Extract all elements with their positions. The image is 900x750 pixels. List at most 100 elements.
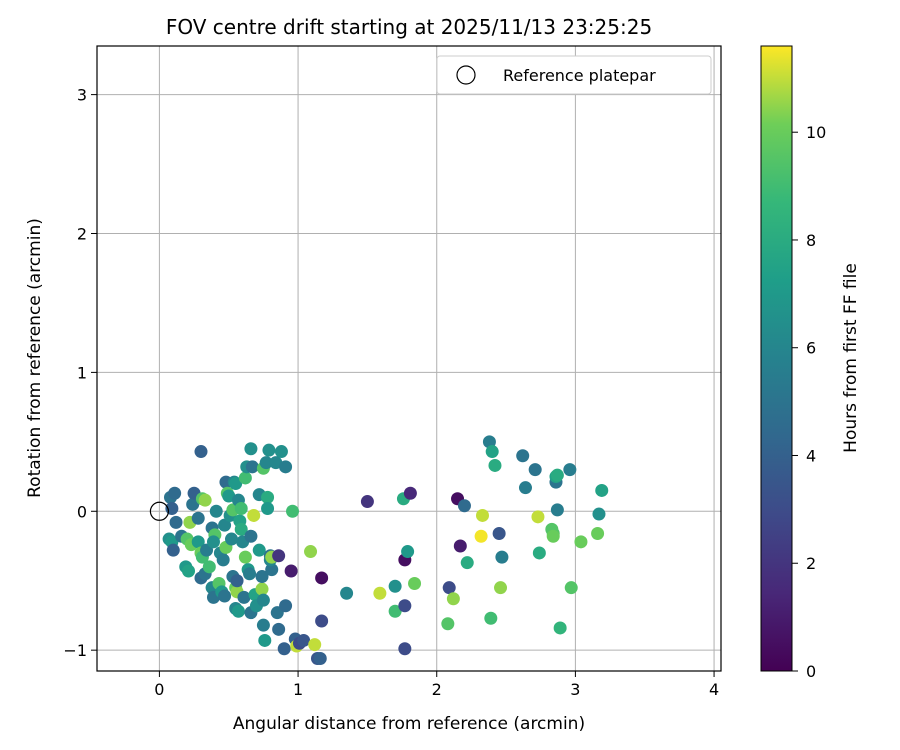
data-point: [234, 502, 248, 515]
data-point: [388, 604, 402, 618]
data-point: [182, 564, 196, 578]
data-point: [265, 563, 279, 577]
data-point: [238, 471, 252, 485]
data-point: [574, 535, 588, 549]
data-point: [168, 486, 182, 500]
data-point: [194, 445, 208, 459]
data-point: [528, 463, 542, 477]
reference-platepar-marker: [149, 501, 169, 521]
data-point: [518, 481, 532, 495]
data-point: [237, 590, 251, 604]
data-point: [304, 545, 318, 559]
scatter-points: [149, 435, 609, 665]
data-point: [259, 456, 273, 470]
data-point: [262, 443, 276, 457]
data-point: [230, 574, 244, 588]
axis-ticks: 0 1 2 3 4 −1 0 1 2 3: [63, 86, 719, 699]
data-point: [218, 589, 232, 603]
y-tick-label: 3: [77, 86, 87, 105]
data-point: [225, 532, 239, 546]
data-point: [186, 497, 200, 511]
data-point: [408, 577, 422, 590]
chart-title: FOV centre drift starting at 2025/11/13 …: [166, 15, 652, 39]
data-point: [191, 535, 205, 549]
x-axis-label: Angular distance from reference (arcmin): [233, 714, 585, 734]
colorbar-tick-label: 2: [806, 554, 816, 573]
colorbar-tick-label: 10: [806, 123, 826, 142]
colorbar-tick-label: 4: [806, 446, 816, 465]
y-tick-label: 0: [77, 502, 87, 521]
data-point: [492, 527, 506, 540]
data-point: [553, 621, 567, 635]
data-point: [550, 468, 564, 482]
data-point: [360, 495, 374, 509]
data-point: [202, 560, 216, 574]
legend-entry-reference: Reference platepar: [503, 66, 656, 85]
data-point: [474, 529, 488, 543]
data-point: [245, 460, 259, 474]
grid-lines: [97, 46, 721, 671]
colorbar-ticks: 0 2 4 6 8 10: [792, 123, 826, 681]
data-point: [258, 633, 272, 647]
data-point: [446, 592, 460, 606]
data-point: [563, 463, 577, 477]
data-point: [191, 511, 205, 525]
legend: Reference platepar: [436, 55, 712, 95]
colorbar: [760, 45, 793, 672]
data-point: [284, 564, 298, 578]
x-tick-label: 0: [154, 680, 164, 699]
colorbar-tick-label: 0: [806, 662, 816, 681]
data-point: [222, 489, 236, 503]
data-point: [398, 642, 412, 656]
data-point: [272, 622, 286, 636]
data-point: [475, 508, 489, 522]
data-point: [315, 571, 329, 585]
data-point: [308, 638, 322, 652]
data-point: [256, 618, 270, 632]
colorbar-tick-label: 8: [806, 231, 816, 250]
data-point: [340, 586, 354, 600]
data-point: [169, 515, 183, 529]
colorbar-tick-label: 6: [806, 339, 816, 358]
data-point: [457, 499, 471, 513]
data-point: [209, 504, 223, 518]
data-point: [256, 593, 270, 607]
data-point: [243, 567, 257, 581]
x-tick-label: 2: [432, 680, 442, 699]
data-point: [442, 581, 456, 595]
data-point: [494, 581, 508, 595]
data-point: [388, 579, 402, 593]
data-point: [272, 549, 286, 563]
data-point: [274, 445, 288, 459]
data-point: [269, 456, 283, 470]
data-point: [218, 518, 232, 532]
data-point: [460, 556, 474, 570]
data-point: [403, 486, 417, 500]
data-point: [313, 652, 327, 665]
data-point: [277, 642, 291, 656]
data-point: [591, 527, 605, 540]
data-point: [198, 493, 212, 507]
data-point: [286, 504, 300, 518]
data-point: [484, 611, 498, 625]
x-tick-label: 1: [293, 680, 303, 699]
data-point: [261, 490, 275, 504]
data-point: [315, 614, 329, 628]
colorbar-label: Hours from first FF file: [841, 263, 861, 453]
data-point: [532, 546, 546, 560]
data-point: [166, 543, 180, 557]
data-point: [244, 529, 258, 543]
y-tick-label: −1: [63, 641, 87, 660]
y-tick-label: 1: [77, 363, 87, 382]
data-point: [247, 508, 261, 522]
data-point: [595, 483, 609, 497]
data-point: [531, 510, 545, 524]
data-point: [564, 581, 578, 595]
data-point: [488, 458, 502, 472]
data-point: [255, 582, 269, 596]
data-point: [206, 535, 220, 549]
data-point: [516, 449, 530, 463]
data-point: [279, 460, 293, 474]
data-point: [441, 617, 455, 631]
